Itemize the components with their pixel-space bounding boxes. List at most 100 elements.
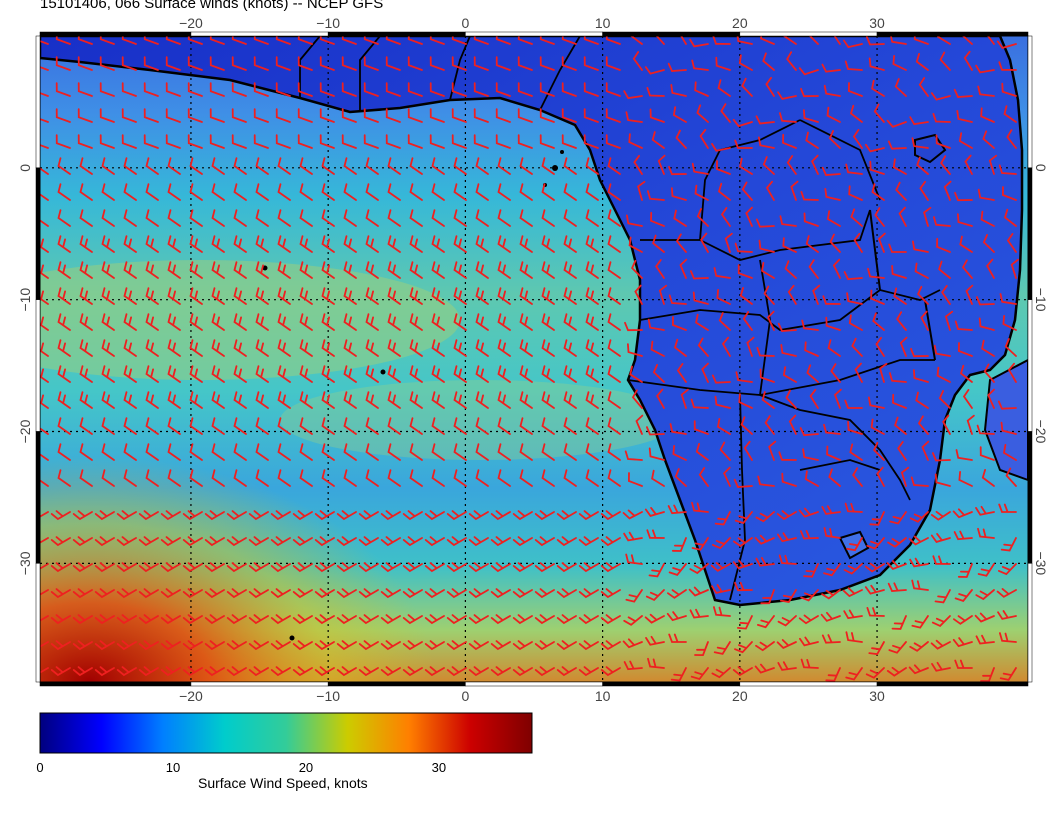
wind-barb [495,36,511,45]
wind-barb [165,56,181,71]
wind-barb [233,469,247,487]
wind-barb [803,212,819,227]
wind-barb [913,36,929,45]
wind-barb [138,562,159,573]
wind-barb [734,511,753,525]
wind-barb [776,639,797,649]
wind-barb [297,56,313,71]
wind-barb [671,187,687,201]
wind-barb [121,82,137,97]
wind-barb [759,368,775,383]
wind-barb [101,417,115,435]
wind-barb [358,614,379,625]
wind-barb [534,588,555,599]
wind-barb [652,364,665,383]
wind-barb [787,284,797,305]
wind-barb [690,667,709,681]
wind-barb [1004,338,1017,357]
wind-barb [805,131,819,149]
wind-barb [343,365,357,383]
wind-barb [804,341,819,357]
wind-barb [79,261,93,279]
wind-barb [277,313,291,331]
wind-barb [910,347,929,358]
wind-barb [673,209,687,227]
wind-barb [934,473,951,487]
wind-barb [710,562,731,572]
wind-barb [407,108,423,123]
wind-barb [827,339,841,357]
wind-barb [50,588,71,599]
wind-barb [998,164,1017,175]
wind-barb [57,339,71,357]
wind-barb [605,36,621,45]
wind-barb [853,232,863,253]
wind-barb [918,77,929,97]
wind-barb [446,666,467,677]
wind-barb [77,36,93,45]
wind-barb [988,154,998,175]
wind-barb [956,110,973,123]
wind-barb [40,290,49,305]
wind-barb [387,339,401,357]
wind-barb [541,365,555,383]
wind-barb [72,666,93,677]
wind-barb [40,40,49,45]
wind-barb [495,134,511,149]
wind-barb [50,510,71,521]
wind-barb [121,36,137,45]
wind-barb [138,666,159,677]
wind-barb [648,447,665,461]
wind-barb [780,344,797,357]
wind-barb [167,287,181,305]
wind-barb [72,614,93,625]
wind-barb [768,440,777,461]
wind-barb [255,183,269,201]
wind-barb [453,287,467,305]
wind-barb [539,134,555,149]
wind-barb [226,562,247,573]
wind-barb [50,614,71,625]
wind-barb [233,209,247,227]
wind-barb [380,588,401,599]
wind-barb [226,666,247,677]
wind-barb [519,157,533,175]
wind-barb [672,106,687,123]
lon-tick-label-bottom: 0 [461,688,469,704]
wind-barb [761,391,775,409]
wind-barb [777,322,797,332]
wind-barb [977,188,995,201]
wind-barb [980,667,995,682]
wind-barb [365,209,379,227]
wind-barb [679,258,688,279]
frame-tick-bar [1027,299,1033,432]
wind-barb [314,614,335,625]
wind-barb [735,371,753,383]
wind-barb [233,365,247,383]
wind-barb [821,634,841,644]
wind-barb [55,36,71,45]
wind-barb [123,365,137,383]
wind-barb [764,415,775,435]
wind-barb [50,666,71,677]
wind-barb [57,313,71,331]
wind-barb [365,183,379,201]
wind-barb [292,640,313,651]
wind-barb [721,336,731,357]
wind-barb [627,472,643,487]
wind-barb [299,235,313,253]
wind-barb [468,614,489,625]
wind-barb [517,56,533,71]
wind-barb [561,36,577,45]
wind-barb [843,271,863,281]
wind-barb [680,36,687,45]
wind-barb [847,82,863,97]
wind-barb [845,163,863,175]
wind-barb [541,183,555,201]
wind-barb [719,441,731,461]
wind-barb [890,36,907,45]
wind-barb [358,562,379,573]
wind-barb [888,641,907,654]
wind-barb [409,313,423,331]
wind-barb [909,641,929,652]
